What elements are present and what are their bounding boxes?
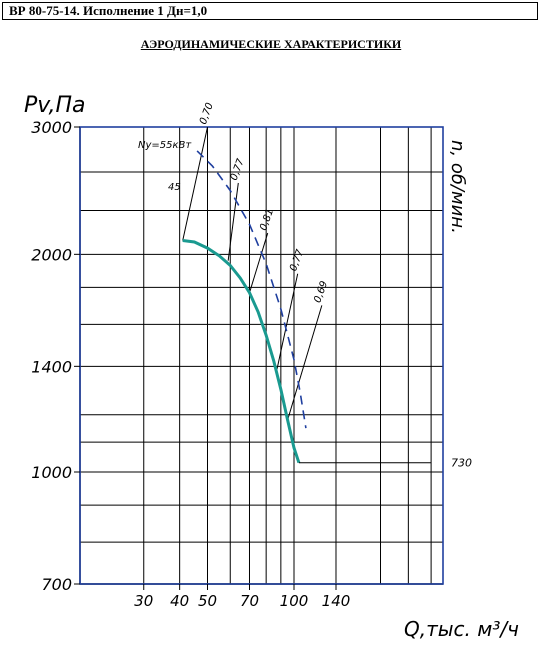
efficiency-line	[249, 232, 269, 293]
x-tick-label: 30	[134, 592, 153, 610]
power-annotation: Ny=55кВт	[138, 140, 192, 151]
y-tick-label: 700	[41, 575, 72, 594]
x-tick-label: 50	[198, 592, 217, 610]
x-tick-label: 140	[322, 592, 351, 610]
efficiency-label: 0,69	[312, 280, 330, 305]
efficiency-line	[182, 126, 208, 241]
efficiency-label: 0,70	[198, 101, 216, 126]
chart-grid	[79, 127, 443, 585]
efficiency-line	[227, 182, 239, 261]
efficiency-line	[287, 305, 323, 421]
efficiency-label: 0,77	[229, 157, 247, 182]
page-heading: АЭРОДИНАМИЧЕСКИЕ ХАРАКТЕРИСТИКИ	[140, 37, 402, 51]
x-tick-label: 100	[280, 592, 309, 610]
efficiency-lines: 0,70 0,77 0,81 0,77 0,69	[182, 101, 330, 421]
x-axis-label: Q,тыс. м³/ч	[404, 617, 519, 641]
y-tick-labels: 700 1000 1400 2000 3000	[31, 118, 80, 594]
x-tick-labels: 30 40 50 70 100 140	[134, 584, 350, 610]
y-tick-label: 1400	[31, 357, 72, 376]
efficiency-label: 0,81	[258, 207, 276, 232]
plot-frame	[79, 126, 444, 585]
rpm-label: 730	[451, 457, 472, 470]
x-tick-label: 40	[170, 592, 189, 610]
y-tick-label: 1000	[31, 463, 72, 482]
y-tick-label: 2000	[31, 245, 72, 264]
main-series-line	[182, 239, 301, 464]
dashed-series-line	[196, 150, 307, 429]
x-tick-label: 70	[240, 592, 259, 610]
page-header: ВР 80-75-14. Исполнение 1 Дн=1,0	[2, 2, 538, 20]
annotation-45: 45	[168, 182, 181, 193]
y-axis-label: Pv,Па	[24, 93, 86, 118]
efficiency-label: 0,77	[288, 247, 306, 272]
right-axis-label: n, об/мин.	[447, 140, 468, 234]
y-tick-label: 3000	[31, 118, 72, 137]
header-title: ВР 80-75-14. Исполнение 1 Дн=1,0	[9, 3, 208, 18]
efficiency-line	[276, 273, 299, 371]
